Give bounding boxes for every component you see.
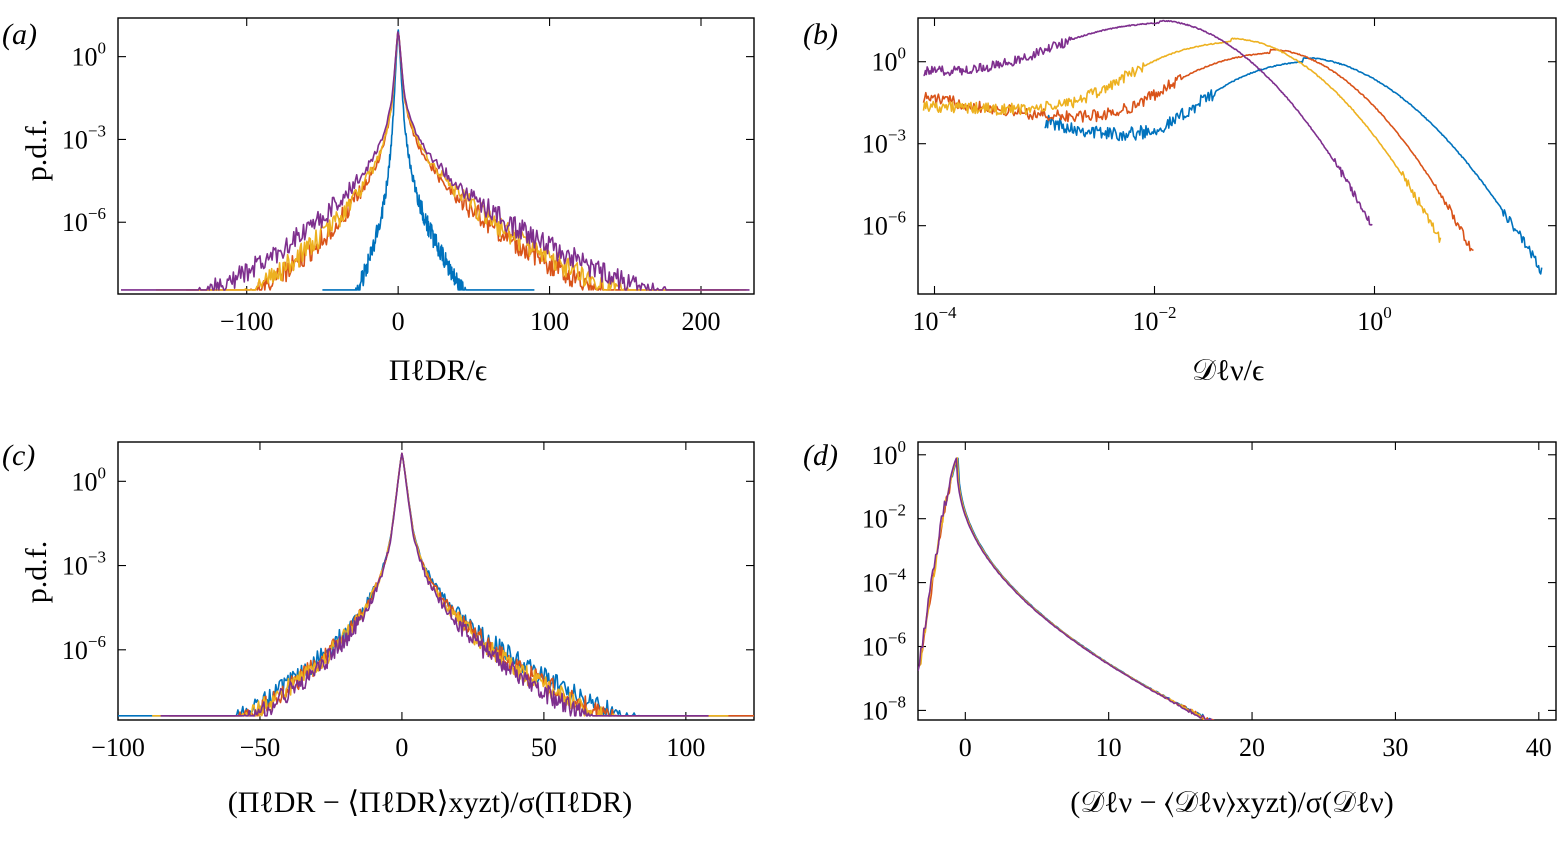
panel-a-xtick-label: −100 — [220, 307, 274, 336]
panel-d-ytick-label: 10−6 — [862, 629, 906, 662]
panel-c-xtick-label: 0 — [395, 733, 408, 762]
panel-b-plot-area — [922, 19, 1543, 275]
panel-d-xtick-label: 0 — [959, 733, 972, 762]
panel-b-label: (b) — [803, 18, 838, 51]
panel-c-xtick-label: −100 — [91, 733, 145, 762]
panel-d-ytick-label: 10−8 — [862, 692, 906, 725]
panel-c-series-1 — [118, 453, 754, 717]
panel-d-series-4 — [918, 457, 1215, 720]
panel-d-plot-area — [918, 457, 1215, 720]
panel-c-xtick-label: 100 — [666, 733, 705, 762]
panel-c-series-4 — [160, 452, 709, 717]
panel-c-series-3 — [152, 454, 729, 717]
panel-a-xlabel: ΠℓDR/ϵ — [389, 354, 487, 387]
panel-c-plot-area — [118, 452, 754, 717]
panel-a-ylabel: p.d.f. — [20, 119, 53, 182]
panel-d-frame — [917, 441, 1557, 721]
panel-d-xtick-label: 30 — [1382, 733, 1408, 762]
panel-b-xtick-label: 100 — [1357, 303, 1392, 336]
panel-a-ytick-label: 10−3 — [62, 121, 106, 154]
panel-a-frame — [117, 17, 755, 295]
panel-d-ytick-label: 10−2 — [862, 501, 906, 534]
panel-a-xtick-label: 100 — [530, 307, 569, 336]
panel-c-ytick-label: 100 — [72, 463, 107, 496]
panel-d-label: (d) — [803, 439, 838, 472]
panel-b-ytick-label: 10−3 — [862, 126, 906, 159]
panel-c-ytick-label: 10−3 — [62, 548, 106, 581]
panel-c-series-2 — [169, 452, 754, 717]
panel-a-series-4 — [121, 31, 750, 291]
panel-c-ytick-label: 10−6 — [62, 632, 106, 665]
panel-b-ytick-label: 10−6 — [862, 208, 906, 241]
panel-d-xtick-label: 10 — [1096, 733, 1122, 762]
panel-d-ytick-label: 100 — [872, 437, 907, 470]
panel-b-series-1 — [1044, 57, 1543, 275]
panel-c: (c) p.d.f. (ΠℓDR − ⟨ΠℓDR⟩xyzt)/σ(ΠℓDR) −… — [2, 439, 755, 819]
panel-c-xlabel: (ΠℓDR − ⟨ΠℓDR⟩xyzt)/σ(ΠℓDR) — [228, 786, 633, 819]
panel-a-series-1 — [322, 29, 535, 291]
panel-b-series-4 — [923, 19, 1373, 226]
panel-a-plot-area — [121, 29, 750, 291]
panel-a-ytick-label: 100 — [72, 39, 107, 72]
panel-c-ylabel: p.d.f. — [20, 541, 53, 604]
panel-b-xtick-label: 10−4 — [912, 303, 957, 336]
panel-a: (a) p.d.f. ΠℓDR/ϵ −100 0 100 200 100 10−3 10−6 — [2, 17, 755, 387]
panel-c-xtick-label: 50 — [531, 733, 557, 762]
panel-b-series-3 — [922, 37, 1442, 243]
panel-a-ytick-label: 10−6 — [62, 204, 106, 237]
panel-b-xlabel: 𝒟ℓν/ϵ — [1192, 354, 1264, 387]
panel-b-series-2 — [922, 48, 1474, 252]
panel-c-label: (c) — [2, 439, 35, 472]
panel-d-xtick-label: 20 — [1239, 733, 1265, 762]
panel-a-series-2 — [186, 32, 739, 291]
panel-b: (b) 𝒟ℓν/ϵ 10−4 10−2 100 100 10−3 10−6 — [803, 17, 1557, 387]
panel-b-ytick-label: 100 — [872, 44, 907, 77]
panel-d-xtick-label: 40 — [1526, 733, 1552, 762]
panel-b-frame — [917, 17, 1557, 295]
panel-b-xtick-label: 10−2 — [1132, 303, 1176, 336]
panel-d-xlabel: (𝒟ℓν − ⟨𝒟ℓν⟩xyzt)/σ(𝒟ℓν) — [1070, 786, 1393, 819]
panel-a-xtick-label: 200 — [682, 307, 721, 336]
panel-a-label: (a) — [2, 18, 37, 51]
panel-a-series-3 — [155, 31, 747, 291]
panel-d-ytick-label: 10−4 — [862, 565, 907, 598]
panel-a-xtick-label: 0 — [392, 307, 405, 336]
panel-c-xtick-label: −50 — [240, 733, 281, 762]
panel-d: (d) (𝒟ℓν − ⟨𝒟ℓν⟩xyzt)/σ(𝒟ℓν) 0 10 20 30 40 10… — [803, 437, 1557, 819]
panel-c-frame — [117, 441, 755, 721]
